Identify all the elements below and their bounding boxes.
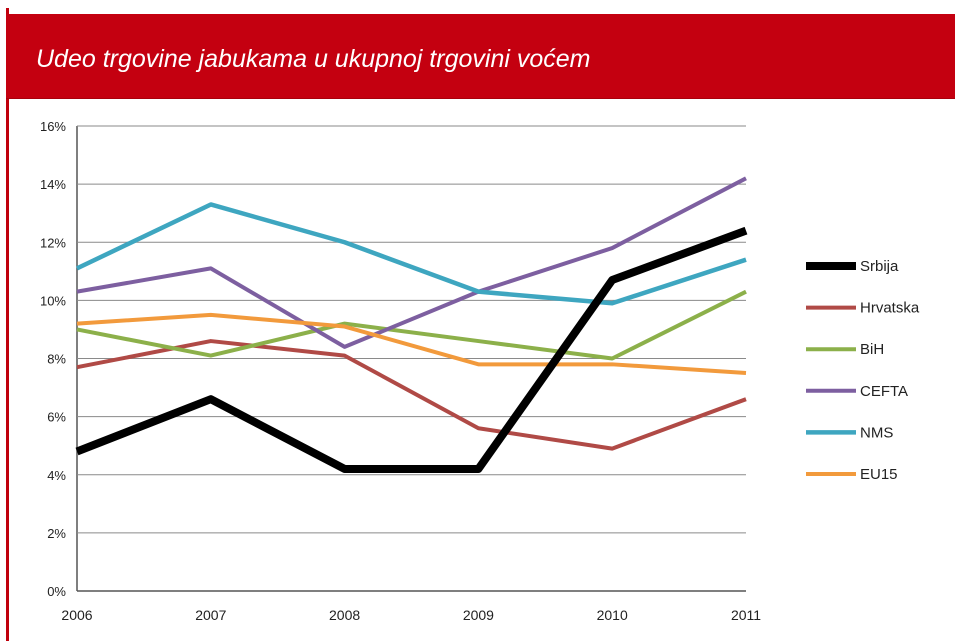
y-tick-label: 16%	[40, 119, 66, 134]
y-tick-label: 12%	[40, 235, 66, 250]
series-lines	[75, 176, 748, 473]
x-tick-labels: 2006 2007 2008 2009 2010 2011	[61, 607, 761, 623]
x-tick-label: 2008	[329, 607, 360, 623]
y-tick-label: 14%	[40, 177, 66, 192]
y-tick-label: 2%	[47, 526, 66, 541]
legend: Srbija Hrvatska BiH CEFTA NMS EU15	[806, 258, 920, 483]
series-line-bih	[76, 289, 747, 361]
legend-label-bih: BiH	[860, 341, 884, 358]
x-tick-label: 2011	[731, 607, 761, 623]
x-tick-label: 2009	[463, 607, 494, 623]
series-line-nms	[76, 202, 747, 306]
legend-label-hrvatska: Hrvatska	[860, 300, 920, 317]
y-tick-label: 10%	[40, 293, 66, 308]
series-line-cefta	[76, 176, 747, 349]
y-tick-label: 4%	[47, 468, 66, 483]
x-tick-label: 2006	[61, 607, 92, 623]
chart-header: Udeo trgovine jabukama u ukupnoj trgovin…	[6, 14, 955, 98]
legend-label-eu15: EU15	[860, 466, 898, 483]
series-line-hrvatska	[76, 339, 747, 451]
x-tick-label: 2007	[195, 607, 226, 623]
chart-frame	[6, 8, 955, 641]
series-line-srbija	[75, 226, 748, 473]
series-line-eu15	[76, 312, 747, 376]
legend-label-nms: NMS	[860, 424, 893, 441]
chart-title: Udeo trgovine jabukama u ukupnoj trgovin…	[36, 45, 591, 73]
y-tick-label: 0%	[47, 584, 66, 599]
legend-label-srbija: Srbija	[860, 258, 899, 275]
gridlines	[77, 125, 746, 592]
y-tick-label: 8%	[47, 352, 66, 367]
y-tick-label: 6%	[47, 410, 66, 425]
x-tick-label: 2010	[597, 607, 628, 623]
y-tick-labels: 0% 2% 4% 6% 8% 10% 12% 14% 16%	[40, 119, 66, 599]
legend-label-cefta: CEFTA	[860, 383, 908, 400]
